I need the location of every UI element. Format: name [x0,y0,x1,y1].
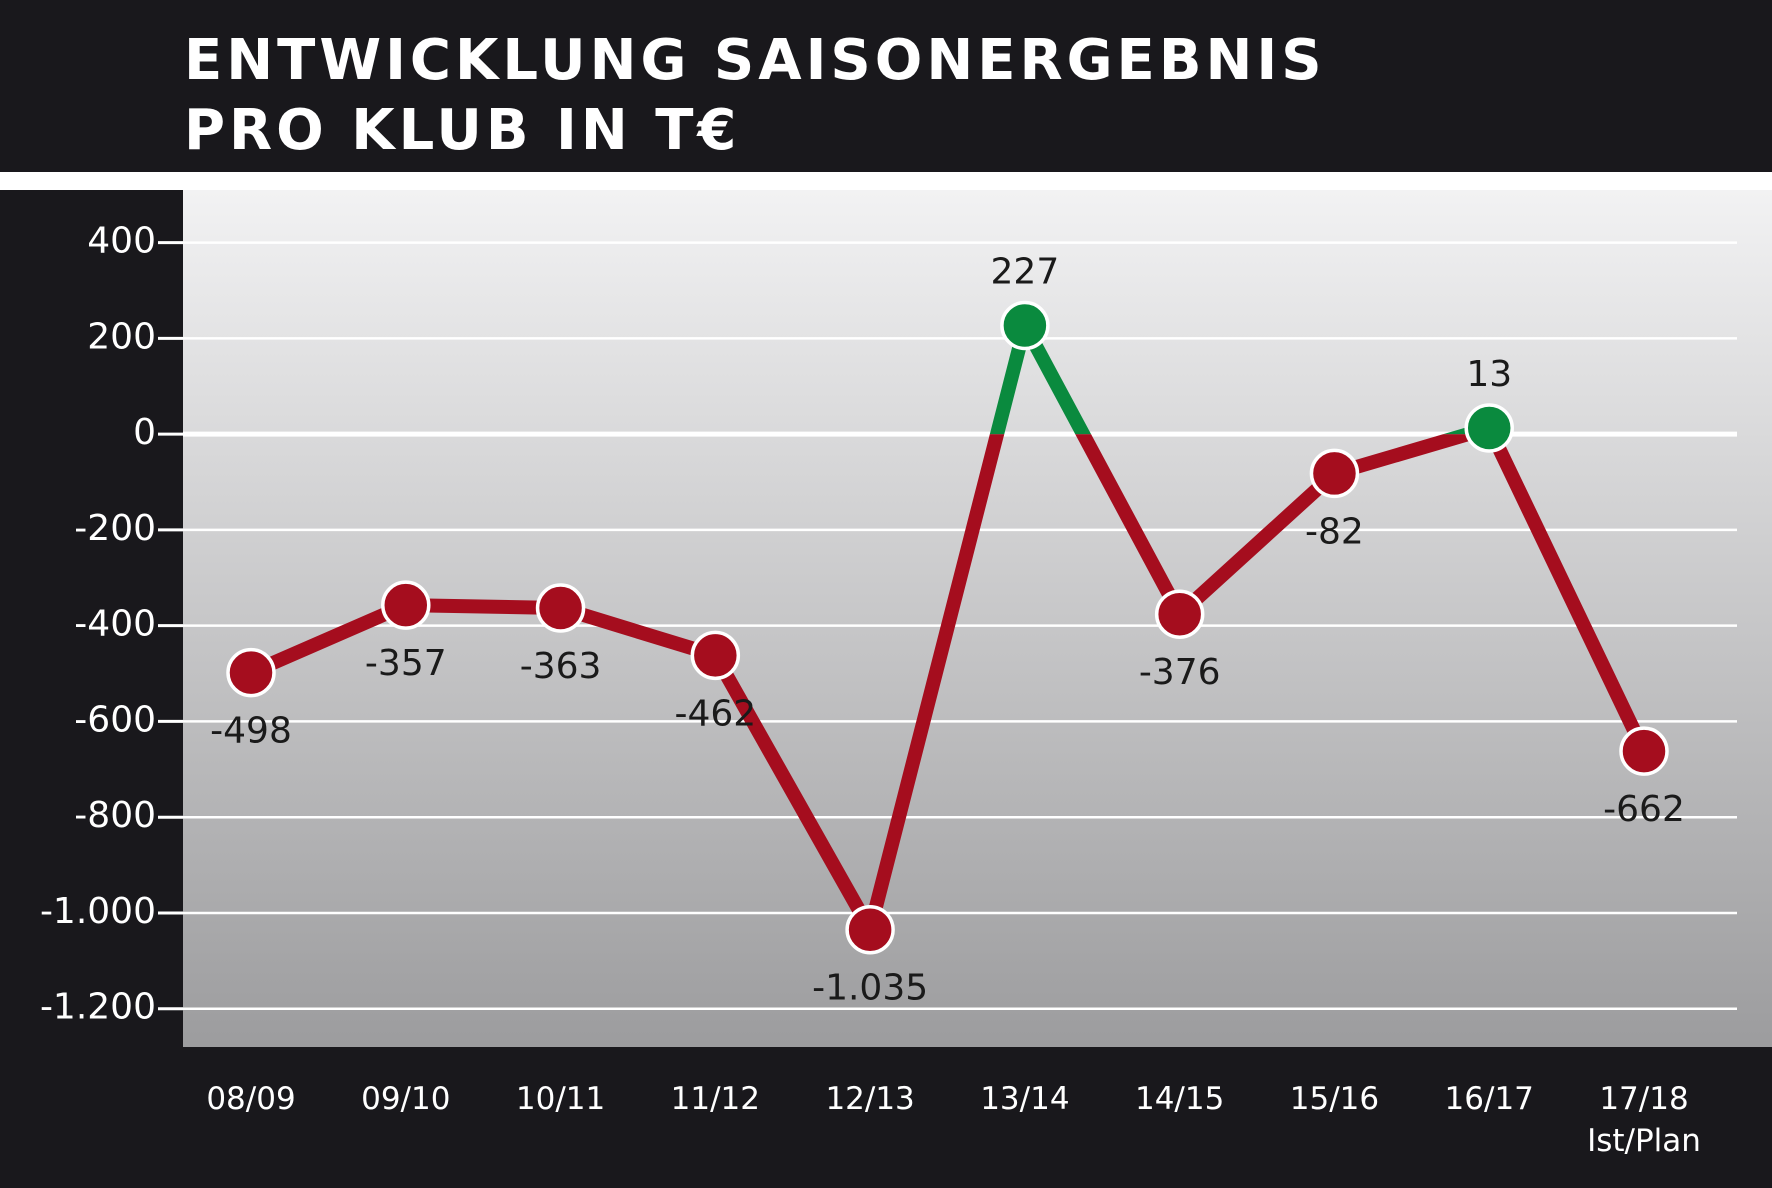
point [1309,448,1360,499]
point [226,647,276,698]
point [1154,589,1205,639]
plot-area [183,190,1772,1047]
value-label: -376 [1139,652,1221,693]
y-tick-label: -600 [74,699,156,740]
x-tick-label: 11/12 [670,1081,760,1117]
point [690,630,741,681]
divider [0,172,1772,190]
y-tick-label: -1.000 [40,891,156,932]
point [1464,403,1514,453]
line [248,434,1651,937]
value-label: -462 [674,693,756,734]
point [1000,300,1050,351]
value-label: 227 [991,251,1060,292]
point [1619,726,1669,776]
value-label: -82 [1305,511,1364,552]
y-tick-label: 200 [87,316,156,357]
x-tick-label: 08/09 [206,1081,296,1117]
x-tick-label: 14/15 [1134,1081,1225,1117]
x-tick-label: 13/14 [980,1081,1070,1117]
y-tick-label: -200 [74,508,156,549]
x-tick-label: 10/11 [515,1081,606,1117]
x-tick-label: 17/18 Ist/Plan [1587,1081,1701,1159]
point [535,583,586,633]
x-tick-label: 12/13 [825,1081,915,1117]
value-label: -357 [365,643,447,684]
chart-title: ENTWICKLUNG SAISONERGEBNIS PRO KLUB IN T… [184,28,1326,163]
y-tick-label: 400 [87,221,156,262]
value-label: 13 [1466,354,1512,395]
y-tick-label: 0 [133,412,156,453]
value-label: -662 [1603,789,1685,830]
y-tick-label: -1.200 [40,987,156,1028]
value-label: -1.035 [812,968,928,1009]
y-tick-label: -400 [74,604,156,645]
y-tick-label: -800 [74,795,156,836]
x-tick-label: 09/10 [361,1081,451,1117]
point [381,580,431,630]
value-label: -498 [210,711,292,752]
value-label: -363 [520,646,602,687]
point [845,904,895,955]
x-tick-label: 15/16 [1289,1081,1380,1117]
x-tick-label: 16/17 [1444,1081,1534,1117]
